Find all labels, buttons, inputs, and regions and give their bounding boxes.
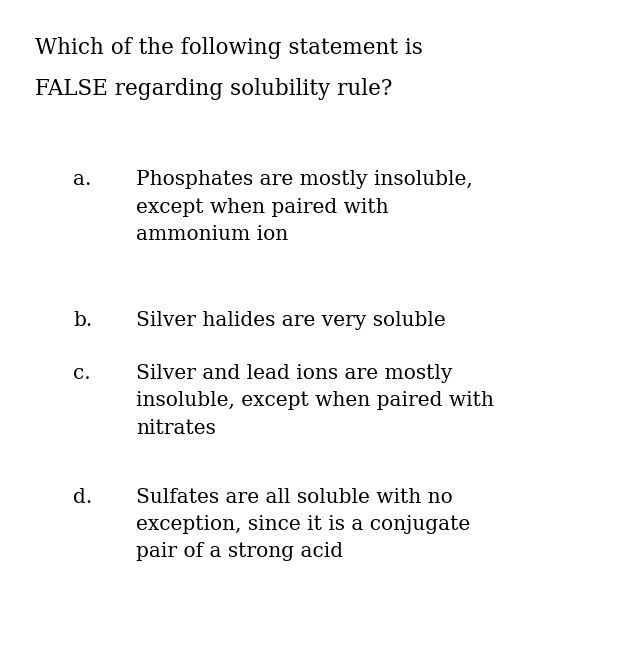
Text: Sulfates are all soluble with no
exception, since it is a conjugate
pair of a st: Sulfates are all soluble with no excepti… [136,488,470,561]
Text: d.: d. [73,488,92,506]
Text: a.: a. [73,170,91,189]
Text: Silver halides are very soluble: Silver halides are very soluble [136,311,446,329]
Text: FALSE regarding solubility rule?: FALSE regarding solubility rule? [35,78,392,100]
Text: c.: c. [73,364,91,383]
Text: Which of the following statement is: Which of the following statement is [35,37,423,59]
Text: b.: b. [73,311,92,329]
Text: Silver and lead ions are mostly
insoluble, except when paired with
nitrates: Silver and lead ions are mostly insolubl… [136,364,494,438]
Text: Phosphates are mostly insoluble,
except when paired with
ammonium ion: Phosphates are mostly insoluble, except … [136,170,473,244]
